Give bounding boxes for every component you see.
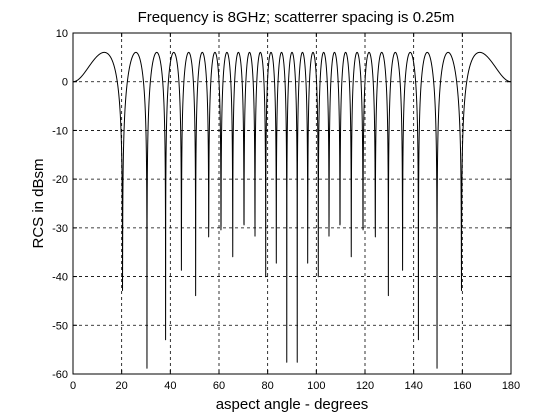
chart-title: Frequency is 8GHz; scatterrer spacing is… <box>138 9 455 26</box>
x-tick-label: 40 <box>164 380 176 392</box>
y-tick-label: 0 <box>62 77 68 89</box>
y-tick-label: -20 <box>52 174 68 186</box>
x-tick-label: 120 <box>356 380 374 392</box>
y-tick-label: -30 <box>52 223 68 235</box>
x-tick-label: 160 <box>453 380 471 392</box>
x-tick-label: 60 <box>213 380 225 392</box>
y-tick-label: 10 <box>56 28 68 40</box>
y-tick-label: -40 <box>52 272 68 284</box>
x-tick-label: 180 <box>502 380 520 392</box>
x-axis-label: aspect angle - degrees <box>216 396 369 413</box>
plot-area <box>72 32 512 375</box>
x-tick-label: 100 <box>307 380 325 392</box>
x-tick-label: 140 <box>404 380 422 392</box>
y-tick-label: -50 <box>52 320 68 332</box>
x-tick-label: 0 <box>70 380 76 392</box>
y-tick-label: -10 <box>52 125 68 137</box>
y-tick-label: -60 <box>52 369 68 381</box>
y-axis-label: RCS in dBsm <box>30 158 47 248</box>
x-tick-label: 80 <box>262 380 274 392</box>
rcs-series-line <box>72 51 512 369</box>
x-tick-label: 20 <box>116 380 128 392</box>
axis-ticks: 0 20 40 60 80 100 120 140 160 180100-10-20-30-40-… <box>52 28 520 392</box>
series-layer <box>72 51 512 369</box>
